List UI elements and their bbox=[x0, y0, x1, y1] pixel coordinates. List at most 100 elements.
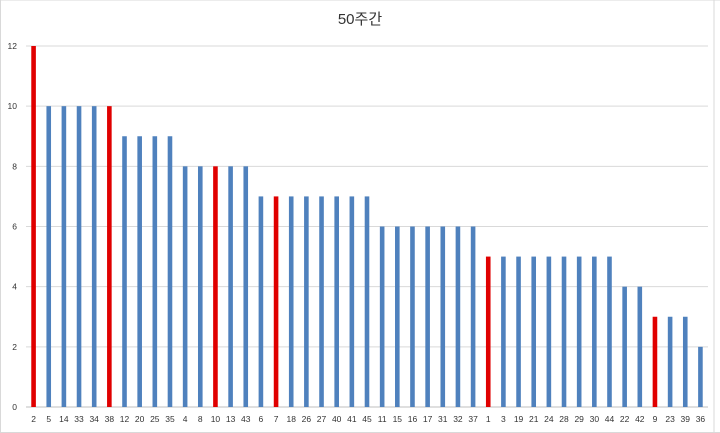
x-tick-label: 43 bbox=[241, 414, 251, 424]
x-tick-label: 13 bbox=[226, 414, 236, 424]
x-tick-label: 33 bbox=[74, 414, 84, 424]
x-tick-label: 36 bbox=[696, 414, 706, 424]
x-tick-label: 26 bbox=[302, 414, 312, 424]
bar-16 bbox=[410, 226, 415, 407]
x-tick-label: 6 bbox=[259, 414, 264, 424]
x-tick-label: 16 bbox=[408, 414, 418, 424]
x-tick-label: 24 bbox=[544, 414, 554, 424]
x-tick-label: 10 bbox=[211, 414, 221, 424]
x-tick-label: 4 bbox=[183, 414, 188, 424]
bar-39 bbox=[682, 316, 688, 407]
bar-45 bbox=[364, 196, 370, 407]
x-tick-label: 19 bbox=[514, 414, 524, 424]
x-tick-label: 27 bbox=[317, 414, 327, 424]
x-tick-label: 38 bbox=[105, 414, 115, 424]
x-tick-label: 31 bbox=[438, 414, 448, 424]
chart-title: 50주간 bbox=[337, 11, 383, 28]
bar-38 bbox=[107, 106, 112, 408]
bar-36 bbox=[698, 346, 703, 407]
x-tick-label: 32 bbox=[453, 414, 463, 424]
bar-25 bbox=[152, 136, 158, 407]
bar-42 bbox=[637, 286, 643, 407]
x-tick-label: 44 bbox=[605, 414, 615, 424]
x-tick-label: 23 bbox=[665, 414, 675, 424]
bar-32 bbox=[455, 226, 461, 407]
x-tick-label: 40 bbox=[332, 414, 342, 424]
x-tick-label: 21 bbox=[529, 414, 539, 424]
x-tick-label: 22 bbox=[620, 414, 630, 424]
bars bbox=[31, 46, 703, 408]
bar-14 bbox=[61, 106, 67, 408]
x-tick-label: 3 bbox=[501, 414, 506, 424]
x-tick-label: 35 bbox=[165, 414, 175, 424]
x-tick-label: 34 bbox=[89, 414, 99, 424]
bar-4 bbox=[182, 166, 188, 407]
x-tick-label: 2 bbox=[31, 414, 36, 424]
bar-26 bbox=[304, 196, 309, 407]
bar-44 bbox=[607, 256, 612, 407]
bar-1 bbox=[485, 256, 491, 407]
x-tick-label: 9 bbox=[653, 414, 658, 424]
bar-33 bbox=[76, 106, 82, 408]
bar-18 bbox=[288, 196, 294, 407]
y-tick-label: 2 bbox=[12, 342, 17, 352]
x-tick-label: 15 bbox=[393, 414, 403, 424]
bar-7 bbox=[273, 196, 279, 407]
bar-20 bbox=[137, 136, 142, 407]
x-tick-label: 18 bbox=[286, 414, 296, 424]
bar-2 bbox=[31, 46, 36, 407]
y-tick-label: 12 bbox=[8, 41, 18, 51]
x-tick-label: 12 bbox=[120, 414, 130, 424]
bar-30 bbox=[592, 256, 597, 407]
bar-29 bbox=[576, 256, 582, 407]
bar-19 bbox=[516, 256, 521, 407]
bar-37 bbox=[470, 226, 476, 407]
bar-24 bbox=[546, 256, 552, 407]
y-tick-label: 0 bbox=[12, 402, 17, 412]
x-tick-label: 1 bbox=[486, 414, 491, 424]
bar-28 bbox=[561, 256, 567, 407]
y-tick-label: 4 bbox=[12, 282, 17, 292]
y-tick-label: 8 bbox=[12, 161, 17, 171]
bar-5 bbox=[46, 106, 52, 408]
bar-23 bbox=[667, 316, 673, 407]
bar-35 bbox=[167, 136, 173, 407]
bar-11 bbox=[379, 226, 385, 407]
bar-40 bbox=[334, 196, 339, 407]
bar-10 bbox=[213, 166, 218, 407]
bar-41 bbox=[349, 196, 355, 407]
bar-21 bbox=[531, 256, 537, 407]
x-tick-label: 41 bbox=[347, 414, 357, 424]
bar-8 bbox=[197, 166, 203, 407]
x-tick-label: 29 bbox=[574, 414, 584, 424]
x-tick-label: 39 bbox=[681, 414, 691, 424]
bar-13 bbox=[228, 166, 233, 407]
x-tick-label: 8 bbox=[198, 414, 203, 424]
x-tick-label: 7 bbox=[274, 414, 279, 424]
x-tick-label: 42 bbox=[635, 414, 645, 424]
x-tick-label: 25 bbox=[150, 414, 160, 424]
bar-34 bbox=[91, 106, 97, 408]
bar-9 bbox=[652, 316, 658, 407]
y-tick-label: 10 bbox=[8, 101, 18, 111]
bar-12 bbox=[122, 136, 127, 407]
bar-22 bbox=[622, 286, 627, 407]
bar-43 bbox=[243, 166, 249, 407]
bar-6 bbox=[258, 196, 264, 407]
bar-31 bbox=[440, 226, 446, 407]
x-tick-label: 37 bbox=[468, 414, 478, 424]
bar-15 bbox=[395, 226, 400, 407]
x-tick-label: 45 bbox=[362, 414, 372, 424]
bar-17 bbox=[425, 226, 430, 407]
bar-3 bbox=[501, 256, 506, 407]
x-tick-label: 17 bbox=[423, 414, 433, 424]
bar-27 bbox=[319, 196, 324, 407]
x-axis-ticks: 2 5 14 33 34 38 12 20 25 35 4 8 10 13 43 6 7 18 26 27 40 41 45… bbox=[31, 414, 705, 424]
x-tick-label: 5 bbox=[46, 414, 51, 424]
x-tick-label: 28 bbox=[559, 414, 569, 424]
y-tick-label: 6 bbox=[12, 222, 17, 232]
x-tick-label: 30 bbox=[590, 414, 600, 424]
x-tick-label: 11 bbox=[378, 414, 387, 424]
